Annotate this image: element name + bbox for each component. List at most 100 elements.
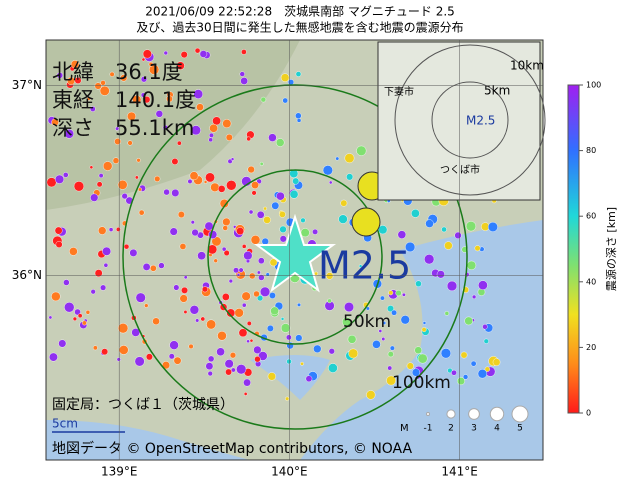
hypocenter bbox=[229, 352, 237, 359]
inset-frame bbox=[377, 41, 541, 201]
hypocenter bbox=[108, 227, 114, 232]
hypocenter bbox=[261, 237, 269, 246]
hypocenter bbox=[425, 219, 434, 228]
hypocenter bbox=[225, 368, 232, 376]
hypocenter bbox=[227, 158, 233, 164]
hypocenter bbox=[466, 260, 477, 271]
hypocenter bbox=[148, 64, 160, 75]
hypocenter bbox=[123, 243, 130, 250]
lat-label: 36°N bbox=[12, 268, 42, 282]
lon-label: 141°E bbox=[441, 465, 478, 479]
hypocenter bbox=[183, 275, 188, 280]
hypocenter bbox=[223, 250, 230, 257]
hypocenter bbox=[276, 191, 285, 201]
hypocenter bbox=[417, 353, 428, 364]
hypocenter bbox=[101, 348, 109, 356]
hypocenter bbox=[275, 138, 285, 147]
station: 固定局：つくば１（茨城県） bbox=[52, 397, 234, 413]
hypocenter bbox=[74, 77, 82, 84]
hypocenter bbox=[254, 356, 261, 363]
hypocenter bbox=[358, 264, 363, 268]
hypocenter bbox=[251, 181, 259, 189]
hypocenter bbox=[477, 369, 488, 379]
hypocenter bbox=[402, 292, 406, 297]
hypocenter bbox=[382, 321, 387, 325]
magnitude-legend-title: M bbox=[400, 423, 409, 434]
hypocenter bbox=[381, 337, 386, 341]
hypocenter bbox=[300, 361, 304, 366]
hypocenter bbox=[380, 295, 385, 301]
hypocenter bbox=[246, 321, 252, 326]
hypocenter bbox=[248, 209, 254, 215]
hypocenter bbox=[271, 201, 280, 210]
hypocenter bbox=[89, 106, 96, 112]
hypocenter bbox=[96, 181, 103, 188]
hypocenter bbox=[279, 235, 287, 243]
subtitle: 及び、過去30日間に発生した無感地震を含む地震の震源分布 bbox=[136, 20, 463, 35]
hypocenter bbox=[142, 49, 152, 59]
hypocenter bbox=[222, 217, 231, 226]
hypocenter bbox=[177, 211, 185, 219]
colorbar-title: 震源の深さ [km] bbox=[604, 207, 618, 291]
hypocenter bbox=[266, 324, 274, 332]
hypocenter bbox=[483, 338, 489, 344]
hypocenter bbox=[241, 49, 247, 55]
hypocenter bbox=[484, 366, 490, 372]
hypocenter bbox=[270, 306, 279, 316]
hypocenter bbox=[424, 254, 435, 265]
hypocenter bbox=[389, 345, 395, 351]
hypocenter bbox=[86, 96, 91, 101]
hypocenter bbox=[207, 370, 213, 377]
hypocenter bbox=[148, 61, 154, 67]
hypocenter bbox=[258, 274, 265, 281]
hypocenter bbox=[90, 289, 96, 295]
hypocenter bbox=[328, 363, 338, 373]
magnitude-size bbox=[511, 405, 529, 423]
hypocenter bbox=[260, 286, 271, 297]
hypocenter bbox=[411, 368, 421, 377]
lat-label: 37°N bbox=[12, 78, 42, 92]
hypocenter bbox=[327, 298, 332, 304]
distance-label: 50km bbox=[343, 312, 391, 332]
hypocenter bbox=[295, 71, 302, 77]
hypocenter bbox=[338, 214, 348, 224]
hypocenter bbox=[285, 396, 290, 401]
hypocenter bbox=[397, 230, 407, 239]
hypocenter bbox=[228, 278, 233, 284]
hypocenter bbox=[387, 305, 395, 313]
hypocenter bbox=[171, 158, 179, 165]
hypocenter bbox=[92, 345, 98, 351]
hypocenter bbox=[263, 216, 271, 224]
hypocenter bbox=[54, 226, 63, 235]
hypocenter bbox=[217, 185, 226, 193]
hypocenter bbox=[141, 57, 146, 62]
hypocenter bbox=[187, 178, 193, 184]
hypocenter bbox=[208, 137, 213, 143]
hypocenter bbox=[236, 273, 241, 277]
colorbar-tick-label: 40 bbox=[586, 277, 596, 286]
hypocenter bbox=[406, 362, 414, 370]
hypocenter bbox=[55, 174, 65, 184]
map-frame bbox=[45, 39, 544, 461]
sea bbox=[46, 420, 250, 460]
colorbar-tick-label: 80 bbox=[586, 146, 596, 155]
hypocenter bbox=[176, 61, 185, 70]
hypocenter bbox=[474, 245, 481, 252]
hypocenter bbox=[163, 50, 168, 56]
hypocenter bbox=[132, 95, 142, 105]
hypocenter bbox=[464, 316, 473, 326]
hypocenter bbox=[173, 284, 180, 291]
hypocenter bbox=[478, 280, 488, 291]
hypocenter bbox=[239, 71, 245, 77]
hypocenter bbox=[295, 112, 302, 119]
hypocenter bbox=[340, 199, 348, 207]
hypocenter bbox=[64, 129, 74, 139]
hypocenter bbox=[51, 291, 61, 302]
hypocenter bbox=[127, 140, 133, 146]
hypocenter bbox=[134, 356, 145, 367]
hypocenter bbox=[457, 377, 465, 386]
magnitude-size bbox=[426, 412, 430, 416]
magnitude-size-label: -1 bbox=[424, 424, 433, 434]
hypocenter bbox=[221, 293, 230, 301]
inset-magnitude: M2.5 bbox=[466, 114, 495, 128]
